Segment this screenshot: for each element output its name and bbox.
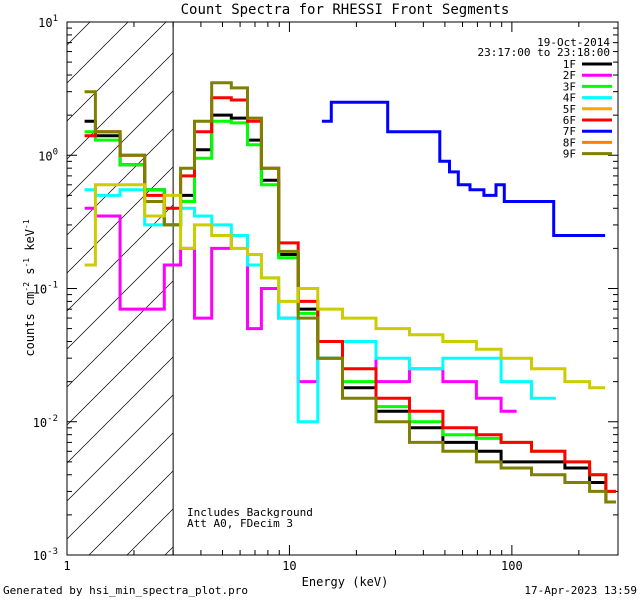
x-axis-ticks: 1 10 100 <box>63 22 619 573</box>
x-axis-label: Energy (keV) <box>302 575 389 589</box>
series-9f-line <box>84 81 616 504</box>
y-tick-label: 10-1 <box>33 281 58 297</box>
legend-label-9f: 9F <box>563 148 576 161</box>
excluded-energy-hatch <box>67 22 174 555</box>
series-layer <box>84 81 616 504</box>
legend-label-8f: 8F <box>563 136 576 149</box>
annotation-attenuator: Att A0, FDecim 3 <box>187 517 293 530</box>
series-yellow-line <box>84 183 606 390</box>
y-axis-ticks: 10-3 10-2 10-1 100 101 <box>33 14 618 563</box>
series-7f-line <box>321 100 606 237</box>
legend-label-3f: 3F <box>563 80 576 93</box>
legend-label-2f: 2F <box>563 69 576 82</box>
generator-footer: Generated by hsi_min_spectra_plot.pro <box>3 584 248 597</box>
generation-date: 17-Apr-2023 13:59 <box>524 584 637 597</box>
y-tick-label: 10-2 <box>33 414 58 430</box>
series-4f-line <box>84 188 556 424</box>
x-tick-label: 100 <box>501 559 523 573</box>
time-range-label: 23:17:00 to 23:18:00 <box>478 46 610 59</box>
legend-label-1f: 1F <box>563 58 576 71</box>
x-tick-label: 10 <box>282 559 296 573</box>
legend-label-6f: 6F <box>563 114 576 127</box>
date-label: 19-Oct-2014 <box>537 36 610 49</box>
y-tick-label: 10-3 <box>33 547 58 563</box>
y-axis-label: counts cm-2 s-1 keV-1 <box>22 219 37 356</box>
y-tick-label: 100 <box>38 147 58 163</box>
legend-label-7f: 7F <box>563 125 576 138</box>
chart-title: Count Spectra for RHESSI Front Segments <box>181 2 510 18</box>
legend-label-5f: 5F <box>563 103 576 116</box>
legend-label-4f: 4F <box>563 92 576 105</box>
annotation-background: Includes Background <box>187 506 313 519</box>
x-tick-label: 1 <box>63 559 70 573</box>
y-tick-label: 101 <box>38 14 58 30</box>
